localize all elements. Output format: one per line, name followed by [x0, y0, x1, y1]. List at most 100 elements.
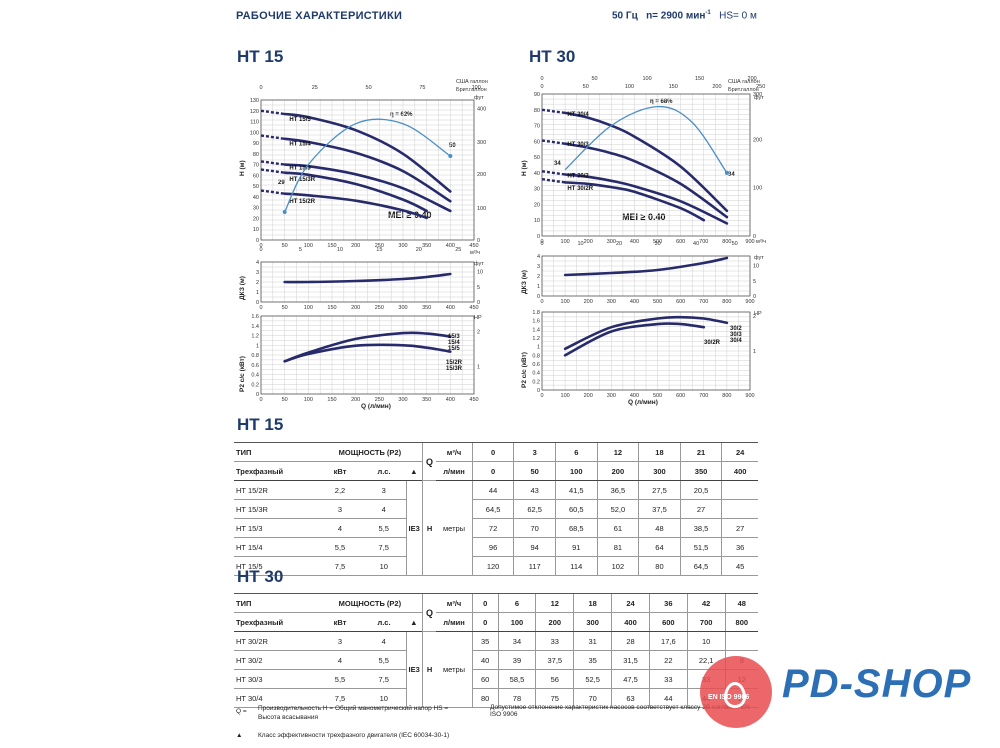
p2-label: 30/2R: [704, 340, 721, 346]
y-tick-label: 3: [256, 270, 259, 276]
curve-ht-30-2r: [563, 181, 706, 222]
right-tick-label: 200: [753, 137, 762, 143]
table-row: Трехфазный кВт л.с. ▲ л/мин 0 100 200 300 400 600 7…: [234, 612, 758, 632]
x-tick-label: 350: [422, 397, 431, 403]
h-value: 120: [471, 556, 514, 576]
curve-extension: [541, 178, 566, 184]
top-tick-label: 25: [312, 85, 318, 91]
h-value: 75: [535, 688, 574, 708]
top-tick-label: 0: [540, 76, 543, 82]
table15-title: HT 15: [237, 415, 284, 434]
p2-label: 30/4: [730, 338, 742, 344]
h-value: 45: [721, 556, 758, 576]
y-tick-label: 0.6: [251, 363, 259, 369]
right-tick-label: 0: [753, 234, 756, 240]
m3h-tick-label: 15: [376, 247, 382, 253]
right-tick-label: 100: [477, 206, 486, 212]
y-tick-label: 0: [537, 388, 540, 394]
plot-frame: [541, 93, 751, 237]
y-tick-label: 1.4: [532, 327, 540, 333]
plot-frame: [260, 315, 475, 395]
h-value: 17,6: [648, 631, 688, 651]
hp-head: л.с.: [362, 461, 406, 481]
tri-head: ▲: [406, 461, 423, 481]
y-tick-label: 0.4: [532, 371, 540, 377]
curve-ht-15-2r: [283, 192, 428, 220]
x-tick-label: 200: [584, 299, 593, 305]
col-head: 36: [648, 593, 688, 613]
col-head: 350: [679, 461, 722, 481]
h-value: 39: [497, 650, 536, 670]
units-label: метры: [436, 480, 473, 576]
eff-left-label: 34: [554, 161, 561, 167]
top-tick-label: 100: [472, 85, 481, 91]
x-tick-label: 900: [745, 299, 754, 305]
y-tick-label: 60: [534, 139, 540, 145]
y-tick-label: 20: [534, 202, 540, 208]
q-axis-label: Q (л/мин): [628, 399, 658, 406]
right-tick-label: 2: [753, 314, 756, 320]
y-tick-label: 1.8: [532, 310, 540, 316]
h-value: 20,5: [679, 480, 722, 500]
pump-model: HT 30/2R: [234, 631, 318, 651]
x-tick-label: 350: [422, 305, 431, 311]
logo-caption: EN ISO 9906: [708, 694, 750, 701]
col-head: 0: [471, 442, 514, 462]
x-tick-label: 50: [282, 243, 288, 249]
curve-extension: [260, 160, 285, 166]
x-tick-label: 500: [653, 299, 662, 305]
kw-value: 7,5: [318, 556, 362, 576]
h-value: 41,5: [554, 480, 598, 500]
col-head: 400: [721, 461, 758, 481]
right-tick-label: 0: [477, 238, 480, 244]
p2-curve-1: [563, 322, 706, 357]
y-tick-label: 0.2: [251, 382, 259, 388]
y-tick-label: 30: [253, 206, 259, 212]
y-tick-label: 100: [250, 130, 259, 136]
x-tick-label: 450: [469, 397, 478, 403]
plot-frame: [541, 255, 751, 297]
kw-value: 3: [318, 631, 362, 651]
y-tick-label: 4: [256, 260, 259, 266]
h-value: 91: [554, 537, 598, 557]
pd-shop-logo[interactable]: EN ISO 9906 PD-SHOP: [700, 648, 990, 728]
x-tick-label: 300: [398, 305, 407, 311]
lmin-head: л/мин: [436, 461, 473, 481]
right-tick-label: 0: [477, 300, 480, 306]
npsh-axis-label: ДКЗ (м): [521, 270, 528, 294]
y-tick-label: 1: [537, 345, 540, 351]
col-power: МОЩНОСТЬ (P2): [318, 442, 423, 462]
y-tick-label: 1: [537, 284, 540, 290]
pump-model: HT 30/4: [234, 688, 318, 708]
y-tick-label: 90: [253, 141, 259, 147]
h-value: [721, 480, 758, 500]
top-unit-usa: США галлон: [728, 79, 760, 85]
top-tick-label: 100: [642, 76, 651, 82]
y-tick-label: 1.4: [251, 324, 259, 330]
footer-note2: Допустимое отклонение характеристик насо…: [490, 704, 750, 718]
curve-ht-15-5: [283, 112, 452, 193]
y-tick-label: 120: [250, 109, 259, 115]
x-tick-label: 400: [446, 243, 455, 249]
y-tick-label: 1: [256, 343, 259, 349]
x-tick-label: 200: [584, 239, 593, 245]
x-tick-label: 100: [304, 397, 313, 403]
hp-value: 10: [362, 688, 406, 708]
ht30-npsh-chart: ДКЗ (м) фут 0 100 200 300 400 500 600 700 800 900…: [521, 254, 764, 305]
right-tick-label: 0: [753, 294, 756, 300]
ie-class: IE3: [405, 480, 423, 576]
y-tick-label: 110: [250, 120, 259, 126]
m3h-tick-label: 0: [540, 241, 543, 247]
curve-label: HT 15/3R: [289, 177, 315, 183]
mei-label: MEI ≥ 0.40: [622, 212, 665, 222]
x-tick-label: 100: [561, 239, 570, 245]
top-tick-label: 250: [756, 84, 765, 90]
pump-model: HT 15/2R: [234, 480, 318, 500]
pump-model: HT 15/3: [234, 518, 318, 538]
h-value: 94: [513, 537, 556, 557]
y-tick-label: 10: [253, 227, 259, 233]
top-unit-usa: США галлон: [456, 79, 488, 85]
ft-label: фут: [474, 95, 484, 101]
